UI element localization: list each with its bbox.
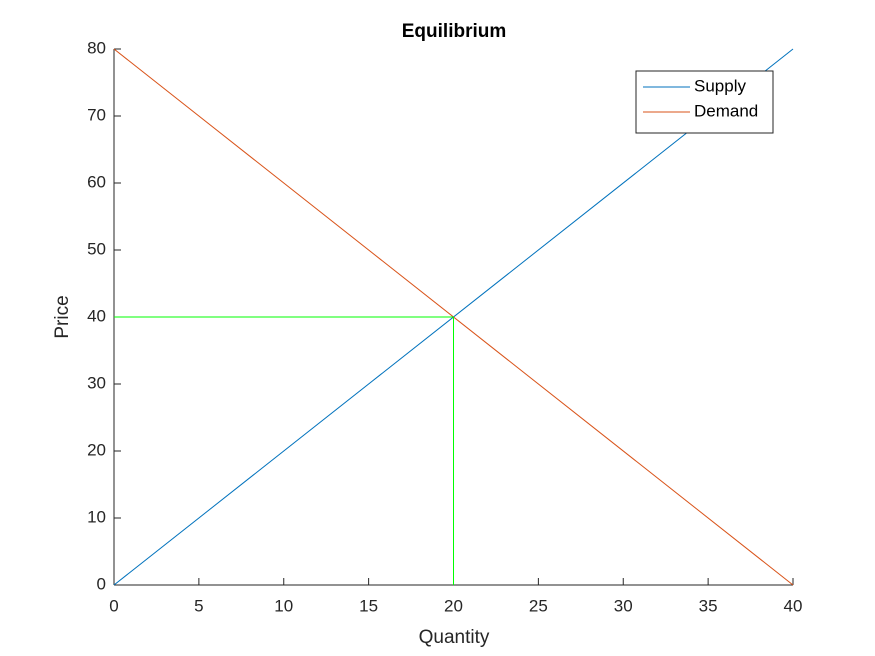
x-tick-label: 25 bbox=[529, 596, 548, 615]
x-tick-label: 15 bbox=[359, 596, 378, 615]
x-tick-label: 40 bbox=[784, 596, 803, 615]
x-tick-label: 0 bbox=[109, 596, 118, 615]
y-tick-label: 80 bbox=[87, 38, 106, 57]
x-tick-label: 5 bbox=[194, 596, 203, 615]
x-axis-label: Quantity bbox=[419, 627, 490, 648]
x-tick-label: 10 bbox=[274, 596, 293, 615]
y-tick-label: 30 bbox=[87, 373, 106, 392]
legend-label: Demand bbox=[694, 101, 758, 120]
x-tick-label: 20 bbox=[444, 596, 463, 615]
y-tick-label: 10 bbox=[87, 507, 106, 526]
y-tick-label: 0 bbox=[97, 574, 106, 593]
y-axis-label: Price bbox=[52, 295, 73, 338]
y-tick-label: 20 bbox=[87, 440, 106, 459]
x-tick-label: 30 bbox=[614, 596, 633, 615]
y-tick-label: 70 bbox=[87, 105, 106, 124]
y-tick-label: 50 bbox=[87, 239, 106, 258]
y-tick-label: 40 bbox=[87, 306, 106, 325]
chart-title: Equilibrium bbox=[402, 21, 507, 42]
legend-box bbox=[635, 70, 774, 134]
x-tick-label: 35 bbox=[699, 596, 718, 615]
y-tick-label: 60 bbox=[87, 172, 106, 191]
legend-label: Supply bbox=[694, 76, 746, 95]
